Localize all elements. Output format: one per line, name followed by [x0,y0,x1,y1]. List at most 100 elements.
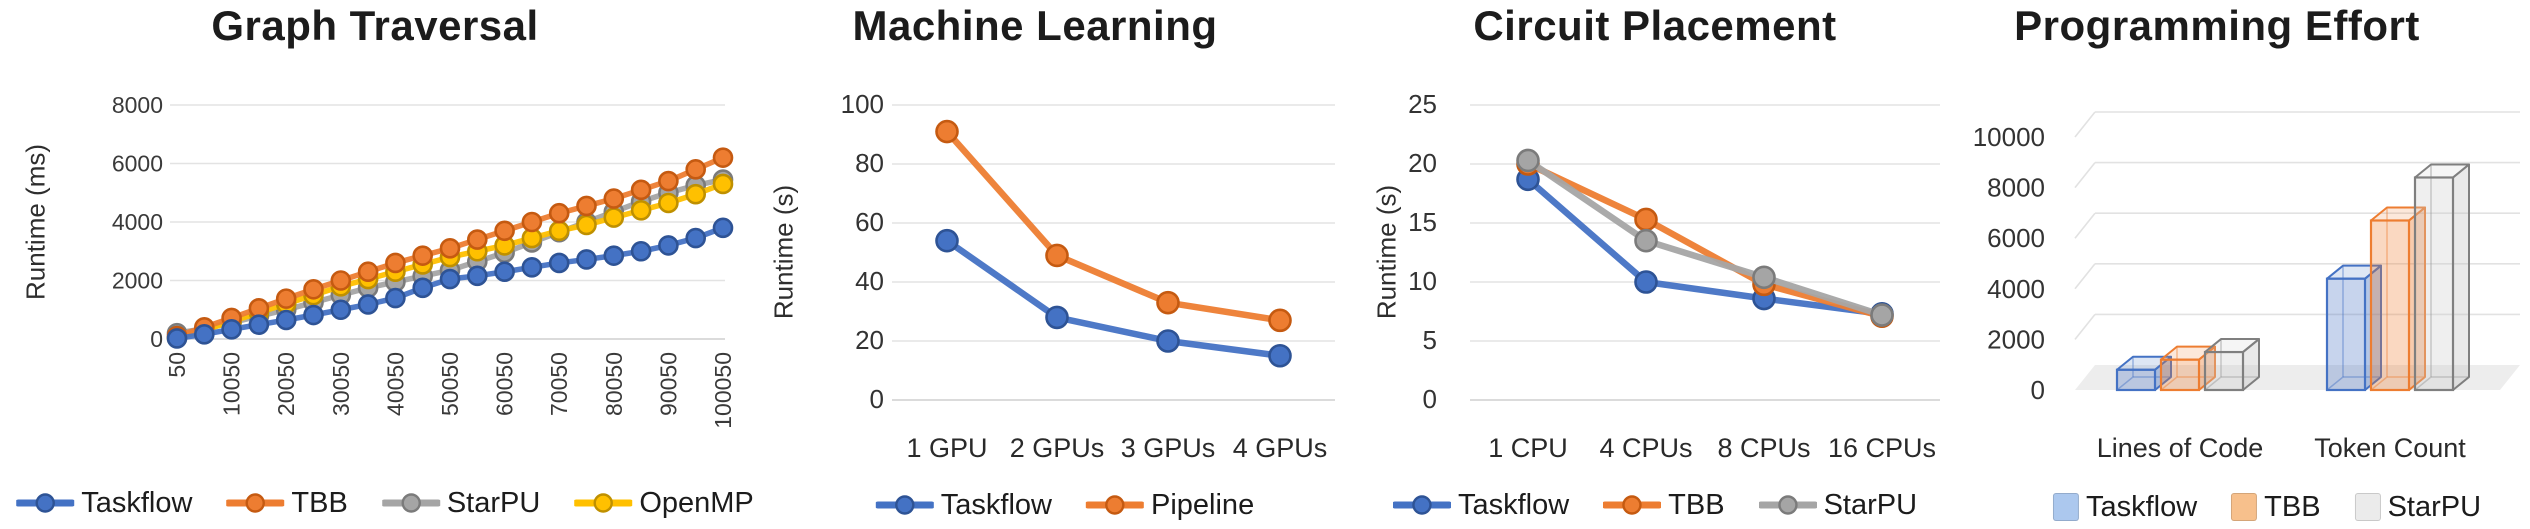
x-tick-label: 90050 [655,352,681,416]
x-tick-label: 100050 [710,352,735,429]
chart-title-graph-traversal: Graph Traversal [211,2,539,49]
data-point-marker [385,287,406,309]
bar-front-face [2413,176,2455,392]
legend-label: StarPU [446,486,541,519]
y-tick-label: 8000 [112,92,163,118]
y-tick-label: 25 [1408,89,1437,119]
legend-item-openmp: OpenMP [574,486,754,520]
y-tick-label: 40 [855,266,884,296]
bar-side-face [2452,163,2470,391]
x-tick-label: 20050 [273,352,299,416]
x-tick-label: 1 CPU [1488,433,1568,463]
data-point-marker [712,173,734,195]
y-axis-tick-labels: 0 20 40 60 80 100 [841,89,884,414]
legend-label: Taskflow [940,488,1053,521]
data-point-marker [603,188,625,209]
data-point-marker [466,265,488,287]
y-tick-label: 2000 [112,268,163,294]
series-line [1524,176,1886,318]
taskflow-legend-marker-icon [875,495,934,515]
bar-tbb-1 [2369,206,2426,392]
taskflow-legend-swatch-icon [2052,493,2079,521]
data-point-marker [658,192,679,214]
gridline-depth-tick [2074,162,2096,189]
chart-title-programming-effort: Programming Effort [2014,2,2420,49]
legend-label: TBB [1668,488,1725,521]
series-pipeline [935,119,1292,333]
legend-label: TBB [2264,490,2321,523]
taskflow-legend-marker-icon [1392,495,1451,515]
series-taskflow [166,217,734,349]
legend-label: OpenMP [639,486,754,519]
legend-item-taskflow: Taskflow [2052,491,2197,524]
data-point-marker [685,227,707,249]
x-tick-label: 8 CPUs [1717,433,1810,463]
legend-item-starpu: StarPU [1758,489,1917,522]
data-point-marker [1634,207,1658,232]
data-point-marker [712,147,734,168]
legend-circuit-placement: Taskflow TBB StarPU [1376,488,1934,522]
data-point-marker [1268,308,1292,333]
data-point-marker [658,170,679,192]
x-tick-label: 16 CPUs [1828,433,1936,463]
chart-panel-machine-learning: Machine Learning Runtime (s) 0 20 40 60 80 10… [735,0,1335,529]
x-tick-label: 3 GPUs [1121,433,1216,463]
y-tick-label: 6000 [1987,223,2045,253]
data-point-marker [603,245,625,266]
y-tick-label: 20 [1408,148,1437,178]
x-axis-tick-labels: 50 10050 20050 30050 40050 50050 60050 70050 800… [164,352,735,429]
data-point-marker [330,299,352,321]
series-line [943,237,1284,359]
bar-back-edge [2116,376,2134,391]
bar-front-face [2115,368,2157,392]
y-tick-label: 15 [1408,207,1437,237]
legend-label: Pipeline [1151,488,1255,521]
data-point-marker [494,220,515,242]
y-tick-label: 0 [2031,375,2045,405]
legend-label: Taskflow [81,486,193,519]
data-point-marker [576,214,597,236]
taskflow-legend-marker-icon [16,493,75,513]
chart-panel-programming-effort: Programming Effort 0 2000 4000 6000 8000 1000… [1945,0,2530,529]
x-tick-label: 4 GPUs [1233,433,1328,463]
x-axis-tick-labels: 1 GPU 2 GPUs 3 GPUs 4 GPUs [906,433,1327,463]
legend-dot [593,493,614,513]
data-point-marker [576,195,597,217]
data-point-marker [194,324,215,345]
series-line [943,128,1284,324]
legend-dot [401,493,421,513]
bar-starpu-0 [2203,338,2260,392]
legend-dot [1105,495,1125,515]
data-point-marker [576,249,597,270]
starpu-legend-swatch-icon [2354,493,2381,521]
data-point-marker [439,268,461,290]
data-point-marker [685,183,707,205]
x-tick-label: 70050 [546,352,572,416]
data-point-marker [1516,148,1540,173]
data-point-marker [466,229,488,250]
data-point-marker [1156,290,1180,315]
y-axis-tick-labels: 0 2000 4000 6000 8000 10000 [1973,122,2045,405]
x-tick-label: 50 [164,352,190,378]
legend-dot [1412,495,1432,515]
x-tick-label: 40050 [382,352,408,416]
y-tick-label: 80 [855,148,884,178]
data-point-marker [1268,343,1292,368]
x-axis-tick-labels: Lines of Code Token Count [2097,433,2467,463]
y-axis-tick-labels: 0 2000 4000 6000 8000 [112,92,163,352]
gridlines [1470,104,1940,401]
tbb-legend-swatch-icon [2231,493,2258,521]
y-tick-label: 6000 [112,151,163,177]
circuit-placement-plot: 0 5 10 15 20 25 1 CPU 4 CPUs 8 CPUs 16 CPUs [1408,89,1940,463]
data-point-marker [712,217,734,239]
pipeline-legend-marker-icon [1086,495,1145,515]
legend-machine-learning: Taskflow Pipeline [859,488,1271,522]
data-point-marker [1870,303,1894,327]
data-point-marker [1045,243,1069,268]
data-point-marker [166,328,188,349]
legend-item-tbb: TBB [226,487,348,520]
x-tick-label: 4 CPUs [1599,433,1692,463]
data-point-marker [330,270,352,291]
data-point-marker [630,240,652,262]
